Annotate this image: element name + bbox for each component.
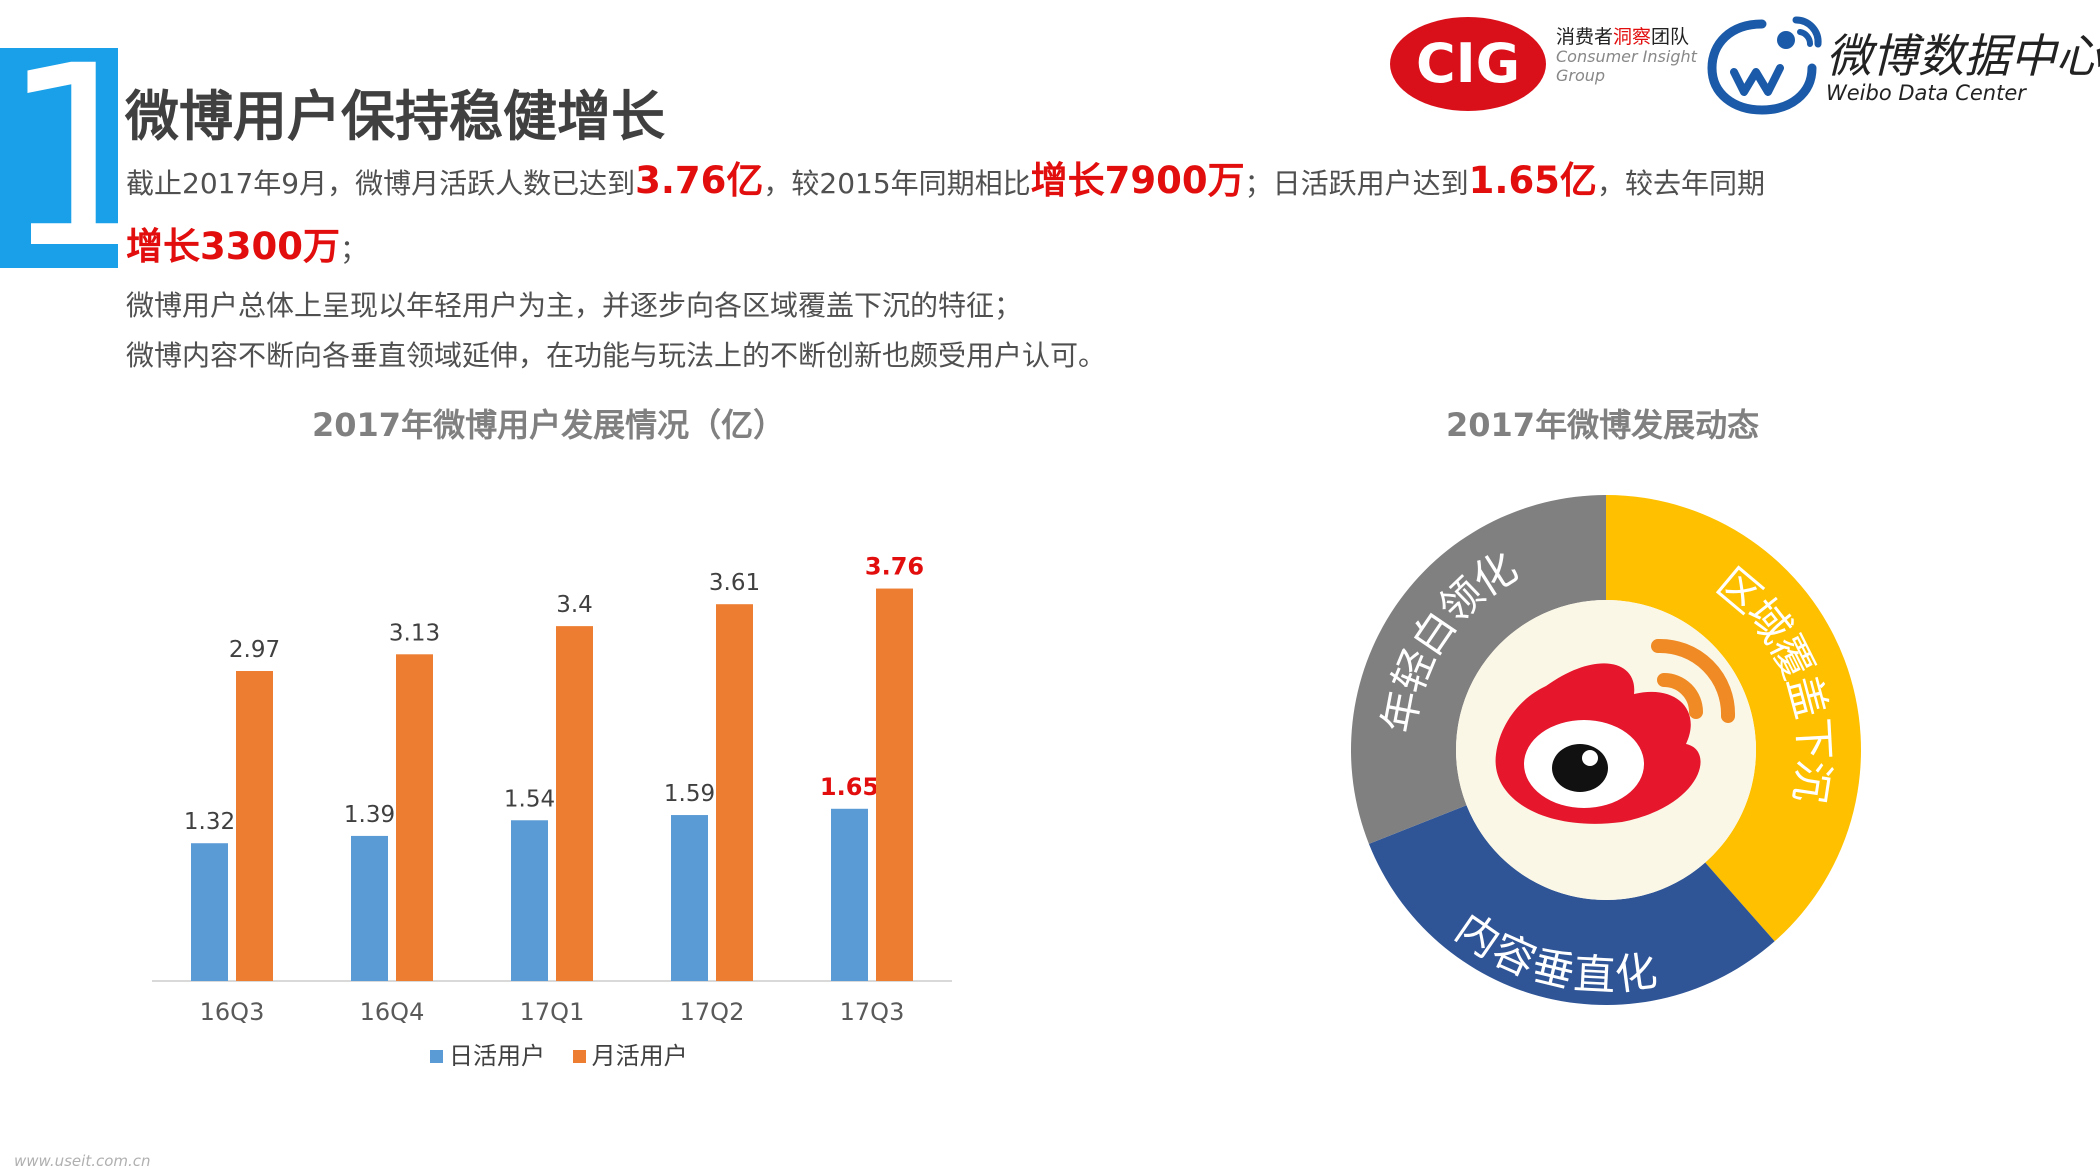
bar-mau (236, 671, 273, 981)
data-label-mau: 3.61 (709, 570, 760, 596)
bar-mau (396, 654, 433, 981)
intro-line-2: 增长3300万； (126, 216, 368, 270)
legend-swatch-mau (572, 1049, 586, 1063)
cig-cn-c: 团队 (1651, 26, 1690, 48)
data-label-dau: 1.65 (820, 773, 879, 801)
cig-logo-mark: CIG (1416, 32, 1520, 95)
watermark: www.useit.com.cn (14, 1152, 151, 1170)
cig-cn-a: 消费者 (1556, 26, 1614, 48)
legend-item-mau: 月活用户 (572, 1042, 688, 1070)
legend-swatch-dau (430, 1049, 443, 1063)
weibo-logo-icon (1495, 638, 1736, 824)
weibo-logo-eye (1552, 744, 1608, 792)
bar-mau (716, 604, 753, 981)
x-tick-label: 17Q2 (680, 998, 745, 1026)
bar-chart-title: 2017年微博用户发展情况（亿） (312, 406, 786, 444)
intro-text: ； (339, 233, 368, 266)
bar-mau (876, 588, 913, 981)
intro-text: ，较去年同期 (1596, 167, 1765, 200)
donut-segment (1606, 495, 1862, 942)
data-label-mau: 3.76 (865, 553, 924, 581)
x-tick-label: 17Q1 (520, 998, 585, 1026)
bar-mau (556, 626, 593, 981)
bar-dau (191, 843, 228, 981)
donut-segment (1351, 495, 1606, 844)
intro-line-4: 微博内容不断向各垂直领域延伸，在功能与玩法上的不断创新也颇受用户认可。 (126, 339, 1107, 372)
data-label-mau: 3.4 (556, 592, 593, 618)
donut-segment (1368, 805, 1775, 1006)
bar-dau (511, 820, 548, 981)
cig-logo-text: 消费者洞察团队 Consumer Insight Group (1556, 26, 1697, 86)
legend-label-dau: 日活用户 (449, 1042, 545, 1070)
x-tick-label: 17Q3 (840, 998, 905, 1026)
weibo-data-center-logo-icon (1707, 16, 1822, 115)
highlight-mau: 3.76亿 (635, 159, 764, 202)
cig-en-2: Group (1556, 66, 1606, 85)
data-label-dau: 1.59 (664, 781, 715, 807)
weibo-logo-eye-glint (1582, 750, 1598, 766)
data-label-dau: 1.39 (344, 802, 395, 828)
donut-chart-title: 2017年微博发展动态 (1446, 406, 1760, 444)
weibo-data-center-text: 微博数据中心 Weibo Data Center (1826, 30, 2100, 104)
weibo-en: Weibo Data Center (1826, 81, 2026, 105)
page-title: 微博用户保持稳健增长 (125, 85, 665, 148)
data-label-dau: 1.54 (504, 786, 555, 812)
intro-line-1: 截止2017年9月，微博月活跃人数已达到3.76亿，较2015年同期相比增长79… (126, 150, 1765, 204)
cig-logo-icon: CIG (1390, 17, 1546, 111)
cig-cn-b: 洞察 (1613, 26, 1652, 48)
intro-text: ，较2015年同期相比 (763, 167, 1031, 200)
legend-item-dau: 日活用户 (430, 1042, 545, 1070)
highlight-dau-growth: 增长3300万 (126, 225, 340, 268)
highlight-mau-growth: 增长7900万 (1030, 159, 1245, 202)
bar-dau (831, 808, 868, 981)
cig-en-1: Consumer Insight (1556, 47, 1697, 66)
bar-dau (351, 835, 388, 981)
weibo-logo-wave-inner (1657, 673, 1703, 719)
x-tick-label: 16Q4 (360, 998, 425, 1026)
highlight-dau: 1.65亿 (1468, 159, 1597, 202)
intro-text: ；日活跃用户达到 (1244, 167, 1469, 200)
legend-label-mau: 月活用户 (591, 1042, 688, 1070)
data-label-mau: 2.97 (229, 637, 280, 663)
weibo-cn: 微博数据中心 (1826, 29, 2100, 83)
intro-text: 截止2017年9月，微博月活跃人数已达到 (126, 167, 636, 200)
bar-dau (671, 815, 708, 981)
x-tick-label: 16Q3 (200, 998, 265, 1026)
data-label-mau: 3.13 (389, 620, 440, 646)
intro-line-3: 微博用户总体上呈现以年轻用户为主，并逐步向各区域覆盖下沉的特征； (126, 289, 1023, 322)
bar-chart: 1.32 2.97 16Q3 1.39 3.13 16Q4 1.54 3.4 17Q1 1.59 3… (152, 553, 952, 1026)
bar-chart-legend: 日活用户 月活用户 (430, 1036, 708, 1071)
weibo-logo-wave-outer (1651, 638, 1736, 723)
data-label-dau: 1.32 (184, 809, 235, 835)
